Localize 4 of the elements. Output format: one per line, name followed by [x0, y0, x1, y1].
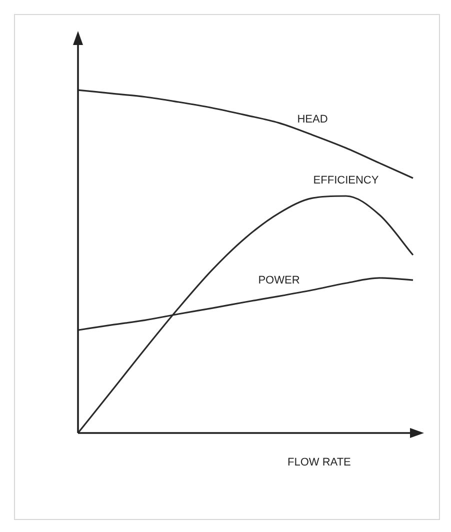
x-axis-title: FLOW RATE [288, 456, 351, 469]
series-label: EFFICIENCY [313, 174, 380, 187]
series-label: HEAD [297, 113, 328, 126]
series-label: POWER [258, 274, 300, 287]
